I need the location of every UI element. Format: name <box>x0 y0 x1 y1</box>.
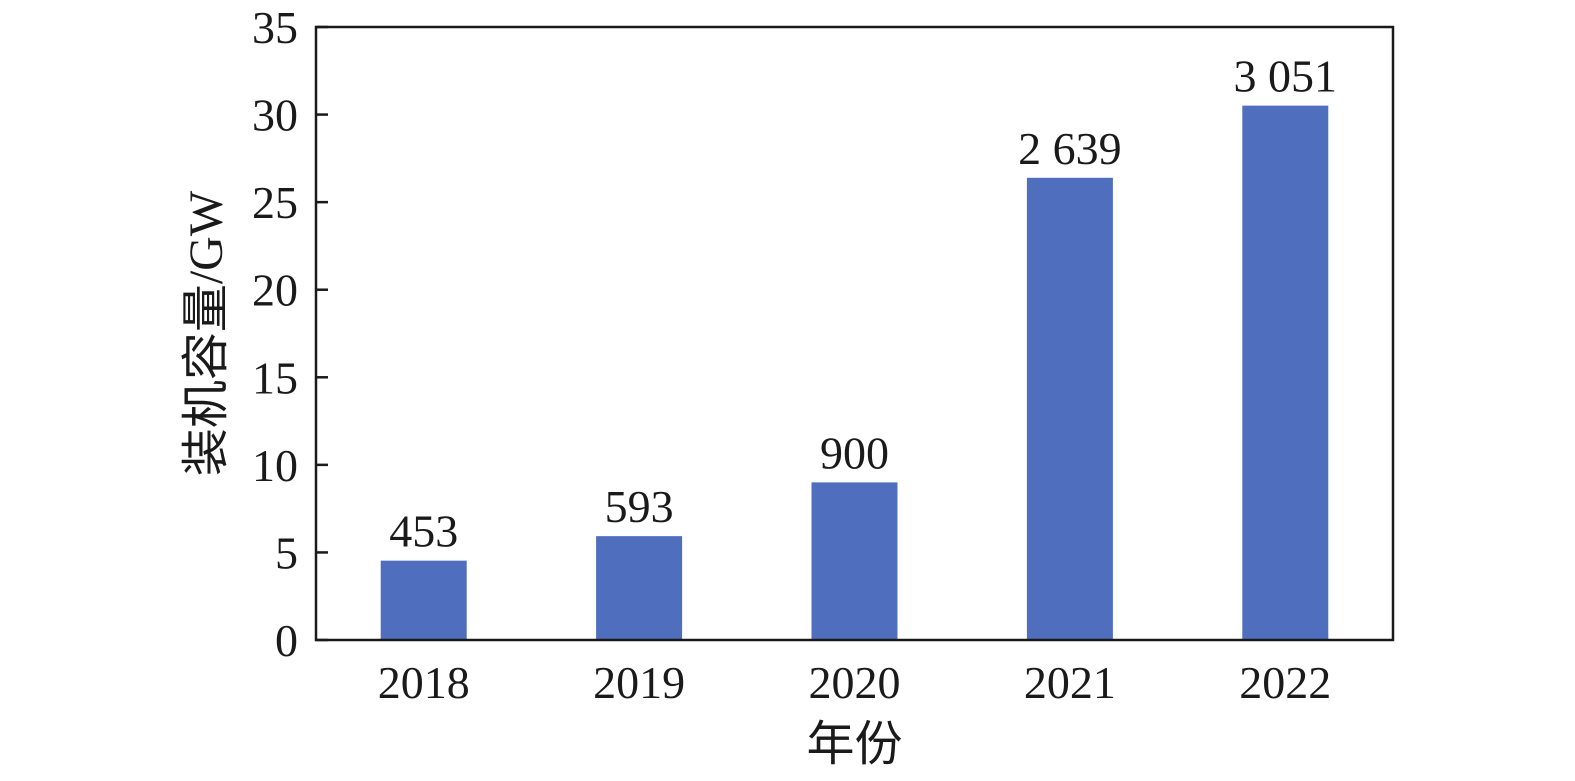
data-label-2018: 453 <box>389 506 458 557</box>
y-axis-title: 装机容量/GW <box>180 190 233 476</box>
y-axis-ticks: 0 5 10 15 20 25 30 35 <box>252 2 328 666</box>
x-tick-label-2020: 2020 <box>809 657 901 708</box>
y-tick-label: 30 <box>252 90 298 141</box>
data-labels: 453 593 900 2 639 3 051 <box>389 51 1337 557</box>
bar-2018 <box>380 560 467 640</box>
bar-2021 <box>1026 177 1113 640</box>
x-axis-title: 年份 <box>806 718 902 771</box>
data-label-2022: 3 051 <box>1234 51 1338 102</box>
data-label-2020: 900 <box>820 427 889 478</box>
bars <box>380 105 1329 640</box>
y-tick-label: 35 <box>252 2 298 53</box>
y-tick-label: 0 <box>275 615 298 666</box>
x-tick-label-2021: 2021 <box>1024 657 1116 708</box>
y-tick-label: 25 <box>252 177 298 228</box>
bar-2022 <box>1242 105 1329 640</box>
x-tick-label-2022: 2022 <box>1239 657 1331 708</box>
data-label-2019: 593 <box>605 481 674 532</box>
data-label-2021: 2 639 <box>1018 123 1122 174</box>
y-tick-label: 10 <box>252 440 298 491</box>
y-tick-label: 15 <box>252 352 298 403</box>
bar-2019 <box>596 536 683 640</box>
x-tick-label-2019: 2019 <box>593 657 685 708</box>
plot-frame <box>314 25 1395 642</box>
y-tick-label: 20 <box>252 265 298 316</box>
x-tick-label-2018: 2018 <box>378 657 470 708</box>
x-axis-ticks: 2018 2019 2020 2021 2022 <box>378 628 1331 708</box>
bar-2020 <box>811 482 898 640</box>
y-tick-label: 5 <box>275 527 298 578</box>
